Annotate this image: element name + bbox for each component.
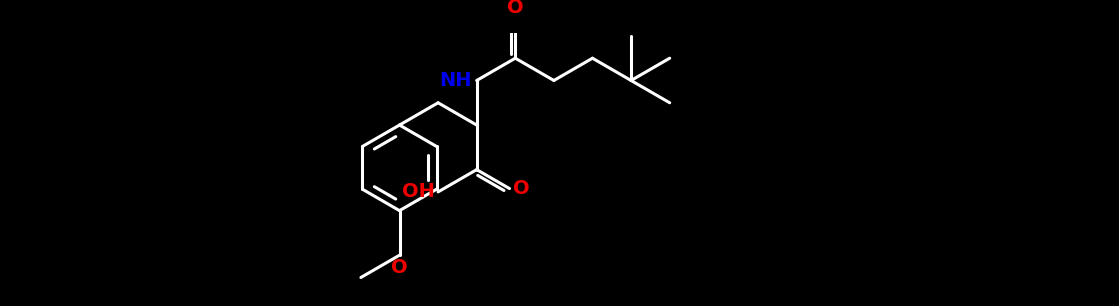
- Text: OH: OH: [402, 182, 434, 201]
- Text: O: O: [507, 0, 524, 17]
- Text: O: O: [392, 258, 407, 277]
- Text: NH: NH: [440, 71, 472, 90]
- Text: O: O: [514, 179, 529, 198]
